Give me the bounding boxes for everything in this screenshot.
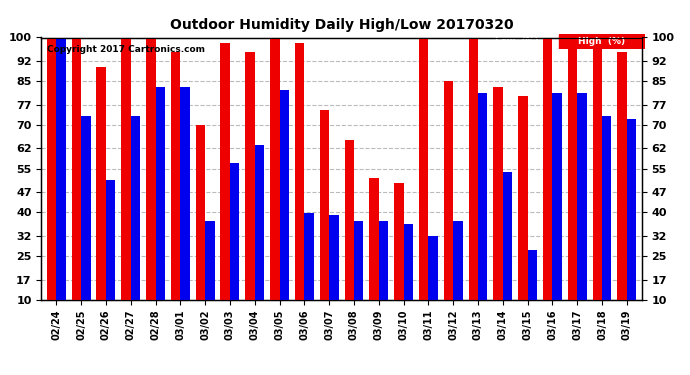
Bar [568, 11, 578, 300]
Bar [196, 125, 205, 300]
Bar [528, 251, 537, 300]
Bar [270, 38, 279, 300]
Bar [304, 213, 314, 300]
Bar [72, 38, 81, 300]
Text: Copyright 2017 Cartronics.com: Copyright 2017 Cartronics.com [48, 45, 206, 54]
Bar [478, 93, 487, 300]
Bar [627, 119, 636, 300]
Bar [329, 215, 339, 300]
Bar [354, 221, 364, 300]
Bar [205, 221, 215, 300]
Bar [503, 172, 512, 300]
Title: Outdoor Humidity Daily High/Low 20170320: Outdoor Humidity Daily High/Low 20170320 [170, 18, 513, 32]
Bar [428, 236, 437, 300]
Bar [230, 163, 239, 300]
Bar [593, 44, 602, 300]
Bar [602, 116, 611, 300]
Bar [295, 44, 304, 300]
Bar [171, 52, 180, 300]
Bar [319, 110, 329, 300]
Bar [394, 183, 404, 300]
Bar [369, 177, 379, 300]
Bar [469, 32, 478, 300]
Bar [453, 221, 462, 300]
Bar [419, 8, 428, 300]
Bar [246, 52, 255, 300]
Bar [106, 180, 115, 300]
Bar [618, 52, 627, 300]
Bar [279, 90, 289, 300]
Bar [578, 93, 586, 300]
Bar [344, 140, 354, 300]
Bar [146, 8, 155, 300]
Bar [180, 87, 190, 300]
Bar [155, 87, 165, 300]
Bar [518, 96, 528, 300]
Bar [543, 8, 553, 300]
Bar [221, 44, 230, 300]
Bar [81, 116, 90, 300]
Bar [97, 67, 106, 300]
Bar [404, 224, 413, 300]
Bar [379, 221, 388, 300]
Bar [57, 38, 66, 300]
Bar [553, 93, 562, 300]
Bar [255, 146, 264, 300]
Bar [47, 8, 57, 300]
Bar [444, 81, 453, 300]
Bar [130, 116, 140, 300]
Bar [493, 87, 503, 300]
Bar [121, 8, 130, 300]
